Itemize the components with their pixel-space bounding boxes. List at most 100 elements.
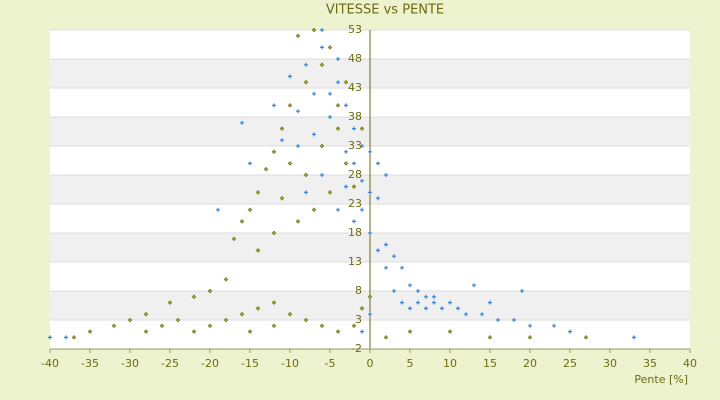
data-point [344,103,348,108]
data-point [207,323,213,329]
data-point [383,335,389,340]
data-point [352,161,356,166]
data-point [303,79,309,85]
data-point [400,265,404,270]
y-tick-label: 13 [348,255,362,268]
data-point [303,172,309,178]
data-point [87,329,93,334]
data-point [279,195,285,201]
data-point [424,294,428,299]
data-point [496,318,500,322]
data-point [271,323,277,329]
data-point [247,207,253,213]
data-point [295,33,301,39]
data-point [223,317,229,323]
data-point [520,289,524,293]
data-point [191,294,197,300]
data-point [335,329,341,334]
data-point [287,161,293,166]
data-point [240,120,244,125]
data-point [287,103,293,108]
data-point [376,248,380,253]
data-point [48,335,52,340]
data-point [384,265,388,270]
data-point [255,306,261,311]
chart-title: VITESSE vs PENTE [326,3,444,18]
data-point [416,289,420,293]
data-point [343,161,349,166]
x-tick-label: -5 [325,357,336,370]
data-point [448,300,452,305]
data-point [392,289,396,293]
x-axis-label: Pente [%] [634,373,688,386]
data-point [432,300,436,305]
data-point [319,323,325,329]
data-point [583,335,589,340]
data-point [175,317,181,323]
x-tick-label: 0 [367,357,374,370]
data-point [127,317,133,323]
data-point [552,323,556,328]
data-point [351,323,357,329]
data-point [344,184,348,189]
data-point [320,45,324,50]
data-point [359,306,365,311]
data-point [311,207,317,213]
data-point [367,294,373,300]
data-point [320,28,324,32]
x-tick-label: 35 [643,357,657,370]
data-point [271,149,277,155]
x-tick-label: -25 [161,357,179,370]
data-point [216,207,220,212]
data-point [632,335,636,340]
x-tick-label: 10 [443,357,457,370]
data-point [312,132,316,137]
data-point [296,109,300,114]
data-point [456,306,460,311]
data-point [319,62,325,68]
data-point [319,143,325,149]
data-point [247,329,253,334]
data-point [327,45,333,50]
data-point [528,323,532,328]
data-point [360,178,364,183]
data-point [359,126,365,131]
data-point [320,173,324,177]
data-point [287,311,293,317]
data-point [360,207,364,212]
data-point [472,283,476,288]
y-tick-label: 23 [348,197,362,210]
data-point [239,219,245,224]
y-tick-label: 18 [348,226,362,239]
x-tick-label: 40 [683,357,697,370]
y-tick-label: 8 [355,284,362,297]
data-point [360,329,364,334]
x-tick-label: -35 [81,357,99,370]
data-point [207,288,213,294]
data-point [384,173,388,177]
data-point [271,230,277,236]
data-point [351,184,357,189]
data-point [159,323,165,329]
data-point [400,300,404,305]
data-point [352,126,356,131]
data-point [487,335,493,340]
data-point [279,126,285,131]
data-point [368,149,372,154]
data-point [191,329,197,334]
y-tick-label: 33 [348,139,362,152]
y-tick-label: -2 [351,342,362,355]
data-point [352,219,356,224]
data-point [304,62,308,67]
data-point [272,103,276,108]
data-point [343,79,349,85]
data-point [488,300,492,305]
data-point [408,306,412,311]
data-point [328,115,332,119]
y-tick-label: 28 [348,168,362,181]
data-point [512,318,516,322]
data-point [327,190,333,195]
data-point [263,166,269,172]
data-point [432,294,436,299]
data-point [143,329,149,334]
